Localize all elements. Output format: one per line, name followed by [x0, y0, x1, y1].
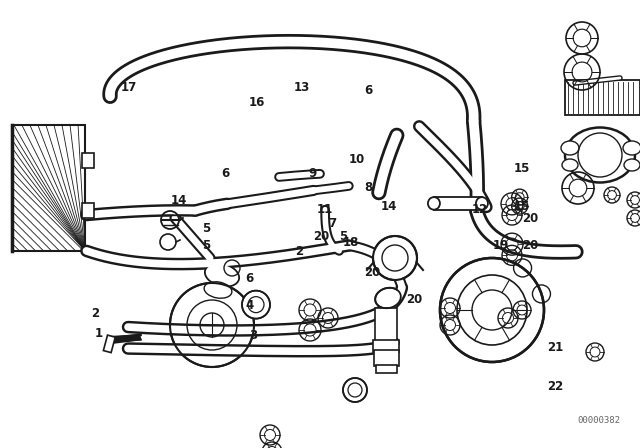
Text: 13: 13 — [294, 81, 310, 94]
Circle shape — [440, 258, 544, 362]
Ellipse shape — [204, 282, 232, 298]
Text: 14: 14 — [381, 200, 397, 214]
Text: 20: 20 — [522, 212, 538, 225]
Text: 21: 21 — [547, 340, 564, 354]
Text: 5: 5 — [202, 222, 210, 235]
Bar — [82, 203, 94, 218]
Text: 11: 11 — [317, 203, 333, 216]
Text: 7: 7 — [329, 216, 337, 230]
Text: 22: 22 — [547, 379, 564, 393]
Text: 3: 3 — [250, 328, 257, 342]
Text: 15: 15 — [513, 200, 530, 214]
Circle shape — [242, 291, 270, 319]
Circle shape — [373, 236, 417, 280]
Text: 5: 5 — [339, 230, 347, 243]
Ellipse shape — [623, 141, 640, 155]
Bar — [373, 340, 399, 352]
Text: 14: 14 — [171, 194, 188, 207]
Ellipse shape — [205, 263, 239, 287]
Text: 19: 19 — [492, 239, 509, 252]
Text: 12: 12 — [472, 203, 488, 216]
Bar — [375, 308, 397, 343]
Circle shape — [343, 378, 367, 402]
Bar — [104, 335, 115, 353]
Ellipse shape — [562, 159, 578, 171]
Text: 9: 9 — [308, 167, 316, 181]
Text: 16: 16 — [249, 95, 266, 109]
Text: 6: 6 — [365, 84, 372, 97]
Ellipse shape — [624, 159, 640, 171]
Ellipse shape — [476, 197, 488, 210]
Text: 4: 4 — [246, 299, 253, 312]
Text: 15: 15 — [513, 161, 530, 175]
Bar — [82, 153, 94, 168]
Text: 5: 5 — [202, 239, 210, 252]
Bar — [376, 365, 397, 373]
Text: 2: 2 — [296, 245, 303, 258]
Ellipse shape — [565, 128, 635, 182]
Ellipse shape — [561, 141, 579, 155]
Circle shape — [170, 283, 254, 367]
Bar — [374, 350, 399, 366]
Text: 2: 2 — [91, 307, 99, 320]
Text: 20: 20 — [313, 230, 330, 243]
Text: 20: 20 — [364, 266, 381, 279]
Text: 20: 20 — [406, 293, 423, 306]
Ellipse shape — [428, 197, 440, 210]
Ellipse shape — [375, 288, 401, 308]
Text: 18: 18 — [342, 236, 359, 250]
Text: 00000382: 00000382 — [577, 416, 620, 425]
Text: 6: 6 — [221, 167, 229, 181]
Text: 8: 8 — [365, 181, 372, 194]
Bar — [12, 125, 85, 251]
Bar — [434, 197, 482, 210]
Text: 6: 6 — [246, 272, 253, 285]
Bar — [565, 80, 640, 115]
Text: 17: 17 — [121, 81, 138, 94]
Text: 10: 10 — [349, 152, 365, 166]
Text: 20: 20 — [522, 239, 538, 252]
Text: 1: 1 — [95, 327, 103, 340]
